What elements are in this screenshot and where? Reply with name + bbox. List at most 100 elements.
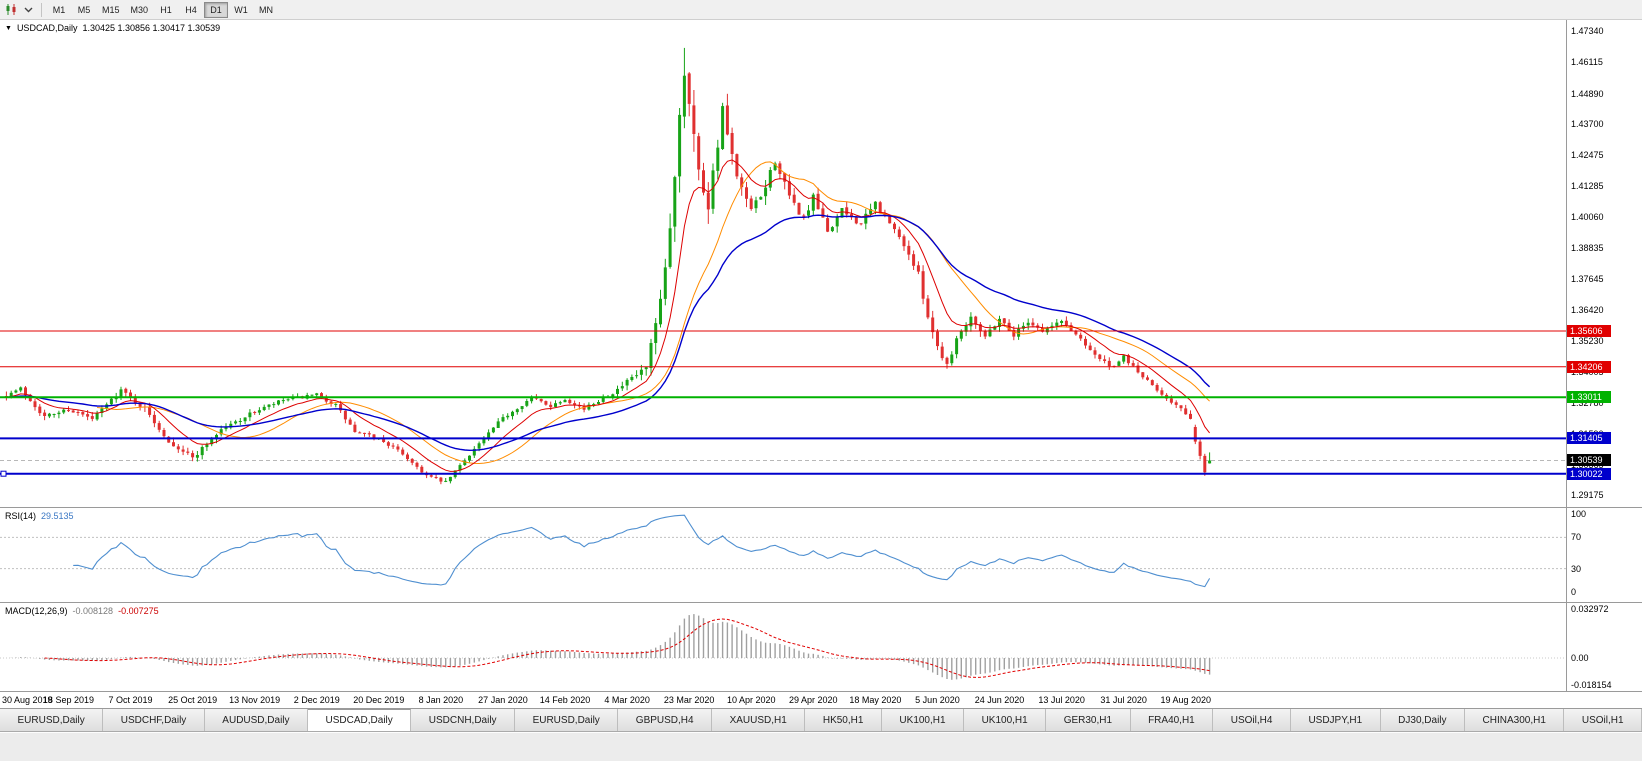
timeframe-button-m1[interactable]: M1 [47, 2, 71, 18]
timeframe-button-mn[interactable]: MN [254, 2, 278, 18]
macd-histogram [10, 614, 1211, 680]
macd-title: MACD(12,26,9) -0.008128 -0.007275 [5, 606, 159, 616]
macd-tick-label: -0.018154 [1571, 680, 1612, 690]
chart-tab-gbpusd-h4[interactable]: GBPUSD,H4 [618, 709, 713, 731]
macd-chart[interactable] [0, 603, 1566, 691]
price-tick-label: 1.43700 [1571, 119, 1604, 130]
ma-line-sma20 [97, 161, 1210, 465]
timeframe-button-m5[interactable]: M5 [72, 2, 96, 18]
macd-name: MACD(12,26,9) [5, 606, 68, 616]
macd-axis[interactable]: 0.032972 0.00 -0.018154 [1566, 603, 1642, 691]
chart-title-ohlc: 1.30425 1.30856 1.30417 1.30539 [82, 23, 221, 33]
status-bar [0, 732, 1642, 761]
price-tick-label: 1.41285 [1571, 180, 1604, 191]
chart-tab-hk50-h1[interactable]: HK50,H1 [805, 709, 882, 731]
rsi-tick-label: 30 [1571, 563, 1582, 574]
price-tick-label: 1.35230 [1571, 335, 1604, 346]
chart-tab-uk100-h1[interactable]: UK100,H1 [964, 709, 1047, 731]
line-drag-handle[interactable] [0, 470, 7, 477]
timeframe-button-d1[interactable]: D1 [204, 1, 229, 18]
rsi-value: 29.5135 [41, 511, 74, 521]
macd-tick-label: 0.00 [1571, 653, 1589, 663]
chart-tab-usdcnh-daily[interactable]: USDCNH,Daily [411, 709, 516, 731]
date-label: 18 Sep 2019 [42, 695, 94, 705]
price-axis[interactable]: 1.47340 1.46115 1.44890 1.43700 1.42475 1.412… [1566, 20, 1642, 507]
date-label: 14 Feb 2020 [539, 695, 591, 705]
macd-value-signal: -0.007275 [118, 606, 159, 616]
timeframe-button-h1[interactable]: H1 [154, 2, 178, 18]
chart-tab-usdjpy-h1[interactable]: USDJPY,H1 [1290, 709, 1381, 731]
rsi-panel[interactable]: RSI(14) 29.5135 100 70 30 0 [0, 508, 1642, 603]
time-axis[interactable]: 30 Aug 2019 18 Sep 2019 7 Oct 2019 25 Oct 2… [0, 692, 1642, 709]
rsi-chart[interactable] [0, 508, 1566, 602]
date-label: 29 Apr 2020 [789, 695, 838, 705]
toolbar-separator [41, 2, 42, 17]
level-price-badge: 1.34206 [1567, 360, 1611, 373]
current-price-badge: 1.30539 [1567, 454, 1611, 467]
macd-tick-label: 0.032972 [1571, 604, 1609, 614]
timeframe-toolbar: M1 M5 M15 M30 H1 H4 D1 W1 MN [0, 0, 1642, 20]
chart-tab-eurusd-daily[interactable]: EURUSD,Daily [0, 709, 104, 731]
chart-tab-uk100-h1[interactable]: UK100,H1 [881, 709, 965, 731]
date-label: 24 Jun 2020 [974, 695, 1025, 705]
timeframe-button-m15[interactable]: M15 [97, 2, 125, 18]
chart-title: ▼ USDCAD,Daily 1.30425 1.30856 1.30417 1… [5, 23, 220, 33]
price-tick-label: 1.36420 [1571, 305, 1604, 316]
chart-tab-ger30-h1[interactable]: GER30,H1 [1046, 709, 1131, 731]
date-label: 25 Oct 2019 [168, 695, 218, 705]
chart-tabs-bar: EURUSD,Daily USDCHF,Daily AUDUSD,Daily USDC… [0, 709, 1642, 732]
date-label: 2 Dec 2019 [293, 695, 340, 705]
level-price-badge: 1.31405 [1567, 432, 1611, 445]
candles-layer [4, 47, 1212, 485]
date-label: 8 Jan 2020 [418, 695, 464, 705]
chart-tab-dj30-daily[interactable]: DJ30,Daily [1380, 709, 1466, 731]
rsi-tick-label: 100 [1571, 509, 1587, 519]
chart-tab-usdchf-daily[interactable]: USDCHF,Daily [103, 709, 205, 731]
date-label: 20 Dec 2019 [353, 695, 405, 705]
rsi-tick-label: 0 [1571, 587, 1577, 597]
level-price-badge: 1.35606 [1567, 324, 1611, 337]
timeframe-button-m30[interactable]: M30 [126, 2, 154, 18]
rsi-title: RSI(14) 29.5135 [5, 511, 74, 521]
ma-line-ema10 [6, 159, 1210, 472]
price-tick-label: 1.47340 [1571, 25, 1604, 36]
candlestick-chart[interactable] [0, 20, 1566, 507]
price-tick-label: 1.40060 [1571, 212, 1604, 223]
date-label: 5 Jun 2020 [915, 695, 960, 705]
chart-tab-usoil-h1[interactable]: USOil,H1 [1564, 709, 1642, 731]
level-price-badge: 1.33011 [1567, 391, 1611, 404]
price-tick-label: 1.37645 [1571, 273, 1604, 284]
timeframe-button-h4[interactable]: H4 [179, 2, 203, 18]
price-tick-label: 1.29175 [1571, 490, 1604, 501]
chart-tab-usoil-h4[interactable]: USOil,H4 [1213, 709, 1291, 731]
date-label: 7 Oct 2019 [108, 695, 153, 705]
chart-tab-eurusd-daily[interactable]: EURUSD,Daily [515, 709, 619, 731]
macd-signal-line [44, 618, 1210, 678]
date-label: 10 Apr 2020 [726, 695, 776, 705]
chart-tab-fra40-h1[interactable]: FRA40,H1 [1130, 709, 1214, 731]
rsi-axis[interactable]: 100 70 30 0 [1566, 508, 1642, 602]
chart-tab-usdcad-daily[interactable]: USDCAD,Daily [308, 709, 412, 731]
price-tick-label: 1.44890 [1571, 88, 1604, 99]
level-price-badge: 1.30022 [1567, 467, 1611, 480]
timeframe-button-w1[interactable]: W1 [229, 2, 253, 18]
date-label: 18 May 2020 [849, 695, 902, 705]
macd-value-main: -0.008128 [72, 606, 114, 616]
chart-tab-audusd-daily[interactable]: AUDUSD,Daily [204, 709, 309, 731]
price-chart-panel[interactable]: ▼ USDCAD,Daily 1.30425 1.30856 1.30417 1… [0, 20, 1642, 508]
chart-icon[interactable] [3, 2, 19, 18]
macd-panel[interactable]: MACD(12,26,9) -0.008128 -0.007275 0.0329… [0, 603, 1642, 692]
chevron-down-icon[interactable] [20, 2, 36, 18]
date-label: 4 Mar 2020 [604, 695, 650, 705]
date-label: 30 Aug 2019 [2, 695, 53, 705]
symbol-dropdown-icon[interactable]: ▼ [5, 24, 12, 32]
chart-title-symbol: USDCAD,Daily [16, 23, 78, 33]
chart-tab-china300-h1[interactable]: CHINA300,H1 [1465, 709, 1565, 731]
ma-line-ema34 [6, 214, 1211, 452]
price-tick-label: 1.38835 [1571, 243, 1604, 254]
date-label: 27 Jan 2020 [478, 695, 528, 705]
timeframe-buttons: M1 M5 M15 M30 H1 H4 D1 W1 MN [47, 1, 278, 18]
date-label: 31 Jul 2020 [1100, 695, 1147, 705]
chart-tab-xauusd-h1[interactable]: XAUUSD,H1 [712, 709, 806, 731]
